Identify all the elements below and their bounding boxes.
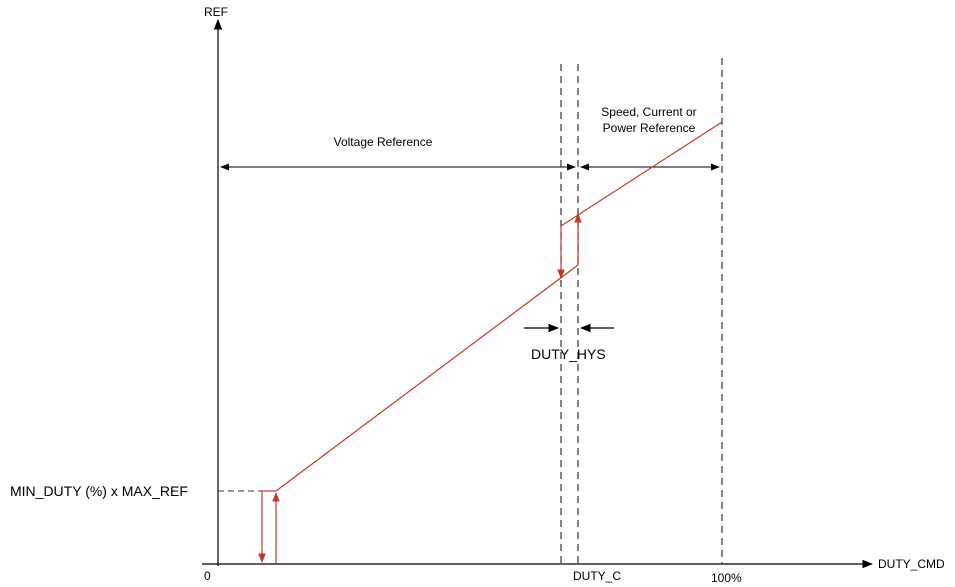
origin-label: 0 bbox=[204, 569, 211, 583]
voltage-ref-segment bbox=[275, 264, 579, 492]
reference-curve bbox=[258, 121, 723, 564]
duty-hys-label: DUTY_HYS bbox=[531, 346, 606, 362]
other-ref-segment bbox=[560, 121, 723, 227]
other-reference-label-line2: Power Reference bbox=[603, 121, 696, 135]
duty-c-label: DUTY_C bbox=[573, 569, 621, 583]
other-reference-label-line1: Speed, Current or bbox=[601, 105, 696, 119]
y-axis-label: REF bbox=[204, 5, 228, 19]
voltage-reference-label: Voltage Reference bbox=[334, 135, 433, 149]
full-scale-label: 100% bbox=[711, 571, 742, 585]
x-axis-label: DUTY_CMD bbox=[878, 557, 945, 571]
min-ref-label: MIN_DUTY (%) x MAX_REF bbox=[10, 483, 188, 499]
